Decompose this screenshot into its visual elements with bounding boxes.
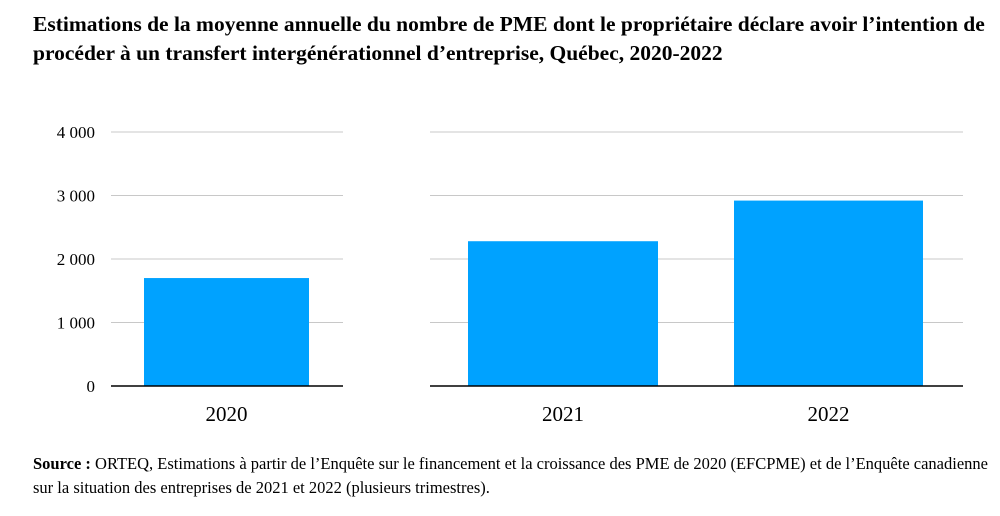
x-tick-label: 2020 xyxy=(206,402,248,426)
y-tick-label: 0 xyxy=(87,377,96,396)
bar-2022 xyxy=(734,200,923,386)
y-tick-label: 1 000 xyxy=(57,314,95,333)
x-tick-label: 2022 xyxy=(808,402,850,426)
chart-panel-2020: 2020 xyxy=(111,131,343,426)
bar-2021 xyxy=(468,241,658,386)
y-tick-label: 3 000 xyxy=(57,187,95,206)
y-tick-label: 4 000 xyxy=(57,123,95,142)
source-label: Source : xyxy=(33,454,91,473)
x-tick-label: 2021 xyxy=(542,402,584,426)
y-axis-tick-labels: 0 1 000 2 000 3 000 4 000 xyxy=(57,123,95,396)
bar-2020 xyxy=(144,278,309,386)
source-text: ORTEQ, Estimations à partir de l’Enquête… xyxy=(33,454,988,497)
chart-panel-2021-2022: 2021 2022 xyxy=(430,131,963,426)
source-note: Source : ORTEQ, Estimations à partir de … xyxy=(33,452,993,500)
y-tick-label: 2 000 xyxy=(57,250,95,269)
chart-title: Estimations de la moyenne annuelle du no… xyxy=(33,12,985,65)
